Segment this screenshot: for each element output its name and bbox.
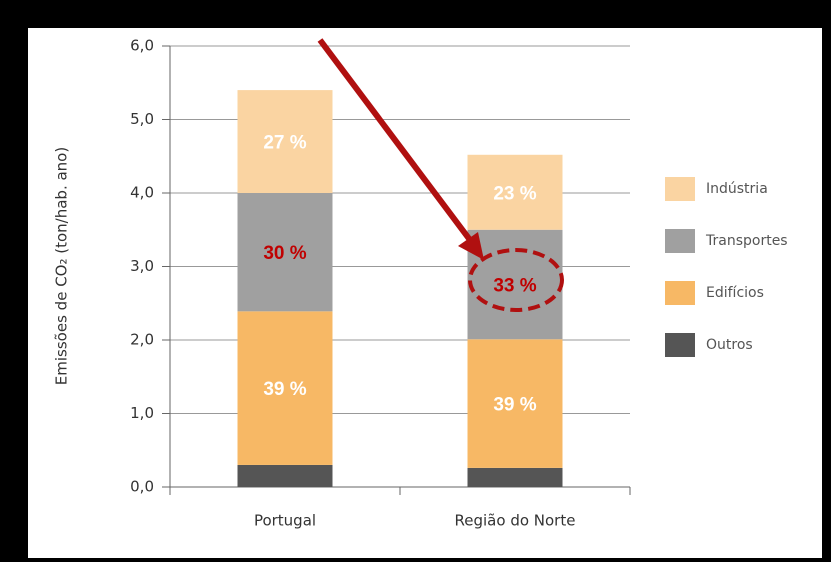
legend-swatch (665, 281, 695, 305)
y-tick-label: 1,0 (130, 404, 154, 422)
segment-label: 30 % (263, 243, 306, 264)
legend-label: Indústria (706, 181, 768, 197)
bar-segment (467, 467, 563, 487)
y-tick-label: 2,0 (130, 331, 154, 349)
segment-label: 33 % (493, 276, 536, 297)
segment-label: 39 % (493, 395, 536, 416)
y-tick-label: 3,0 (130, 257, 154, 275)
bar-segment (237, 311, 333, 465)
y-tick-label: 0,0 (130, 478, 154, 496)
arrow-shaft (317, 38, 473, 242)
bar-segment (237, 193, 333, 312)
y-tick-label: 4,0 (130, 184, 154, 202)
x-tick-label: Região do Norte (455, 512, 576, 530)
annotation (317, 38, 564, 312)
arrow-head (458, 232, 484, 260)
bar-segment (467, 339, 563, 468)
legend-label: Edifícios (706, 285, 764, 301)
y-axis-label: Emissões de CO₂ (ton/hab. ano) (53, 147, 71, 385)
legend-label: Outros (706, 337, 753, 353)
legend-swatch (665, 229, 695, 253)
segment-label: 39 % (263, 379, 306, 400)
x-tick-label: Portugal (254, 512, 316, 530)
bar-segment (237, 464, 333, 487)
y-tick-label: 5,0 (130, 110, 154, 128)
highlight-ring (468, 248, 564, 312)
segment-label: 27 % (263, 133, 306, 154)
segment-label: 23 % (493, 183, 536, 204)
bar-segment (467, 154, 563, 230)
legend-swatch (665, 333, 695, 357)
legend-swatch (665, 177, 695, 201)
y-tick-label: 6,0 (130, 37, 154, 55)
bar-segment (237, 90, 333, 193)
bar-segment (467, 229, 563, 340)
legend-label: Transportes (705, 233, 788, 249)
